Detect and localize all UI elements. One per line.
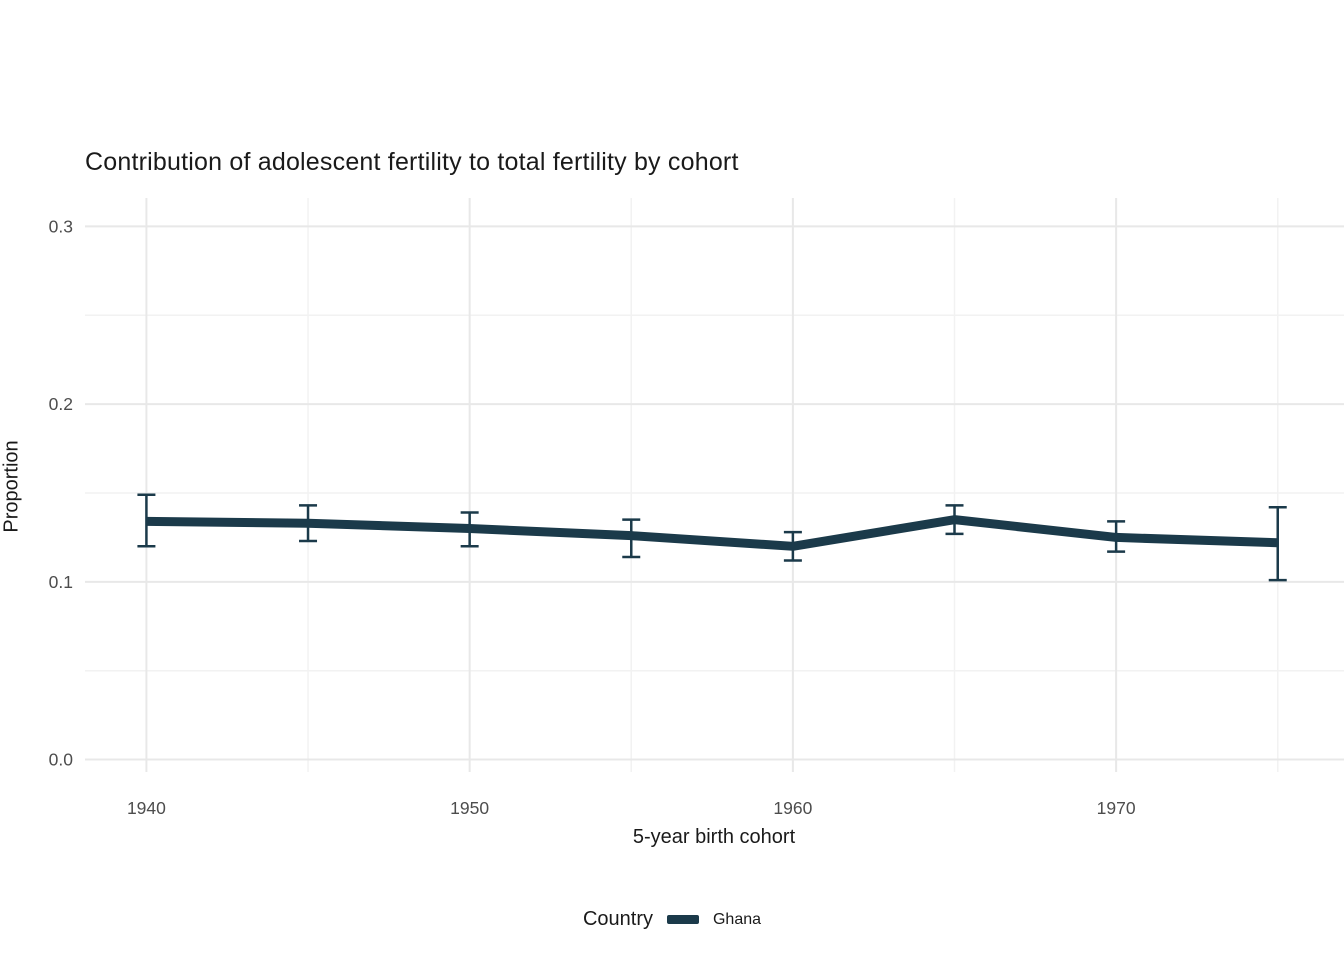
legend-swatch-ghana bbox=[666, 915, 699, 924]
legend: Country Ghana bbox=[0, 908, 1344, 931]
x-tick-label: 1950 bbox=[450, 798, 489, 818]
x-tick-label: 1970 bbox=[1097, 798, 1136, 818]
y-tick-label: 0.2 bbox=[49, 394, 73, 414]
chart-title: Contribution of adolescent fertility to … bbox=[85, 148, 739, 176]
legend-label-ghana: Ghana bbox=[712, 910, 762, 928]
y-tick-label: 0.1 bbox=[49, 572, 73, 592]
x-axis-title: 5-year birth cohort bbox=[0, 826, 1344, 849]
y-tick-label: 0.3 bbox=[49, 216, 73, 236]
legend-title: Country bbox=[582, 908, 653, 930]
x-tick-label: 1960 bbox=[773, 798, 812, 818]
y-tick-label: 0.0 bbox=[49, 750, 74, 770]
x-axis-title-text: 5-year birth cohort bbox=[632, 826, 796, 848]
y-axis-title: Proportion bbox=[0, 440, 23, 533]
x-tick-label: 1940 bbox=[127, 798, 166, 818]
series-line-ghana bbox=[146, 515, 1278, 551]
